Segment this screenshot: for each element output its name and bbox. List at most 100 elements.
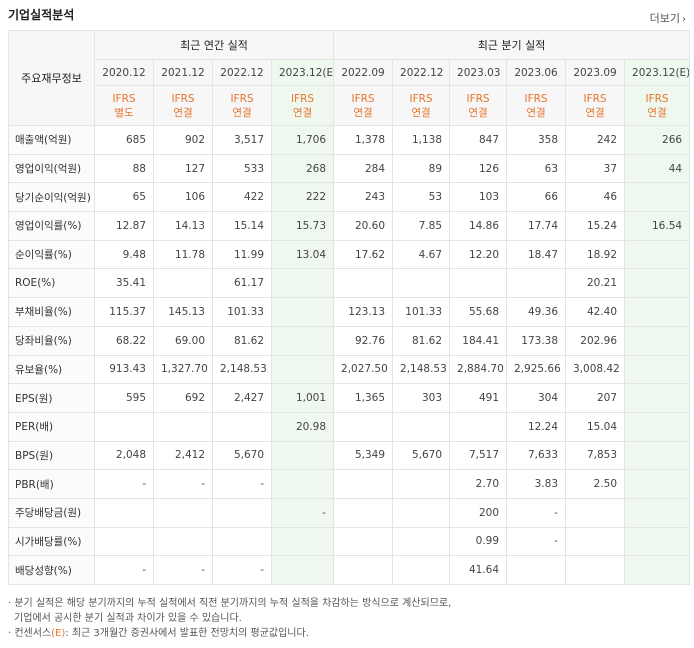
table-cell: 17.74 — [506, 211, 567, 241]
consolidation-label: 연결 — [411, 106, 431, 119]
table-cell: 92.76 — [333, 325, 394, 356]
table-cell: 692 — [153, 383, 213, 413]
row-label: 순이익률(%) — [8, 239, 95, 270]
table-cell: - — [270, 497, 335, 528]
period-header: 2020.12 — [94, 59, 154, 86]
table-cell — [270, 325, 335, 356]
table-cell: 284 — [333, 153, 394, 184]
accounting-standard-header: IFRS 연결 — [565, 85, 626, 126]
financial-table: 주요재무정보 최근 연간 실적 최근 분기 실적 2020.12 2021.12 2… — [8, 30, 691, 585]
table-row: 배당성향(%) - - -41.64 — [8, 555, 691, 585]
more-link[interactable]: 더보기 › — [650, 10, 686, 26]
table-cell — [270, 440, 335, 471]
footnote-quarter-calc-cont: 기업에서 공시한 분기 실적과 차이가 있을 수 있습니다. — [14, 613, 242, 624]
period-header: 2022.09 — [333, 59, 394, 86]
accounting-standard-header: IFRS 연결 — [333, 85, 394, 126]
consolidation-label: 연결 — [173, 106, 193, 119]
period-header: 2023.12(E) — [270, 59, 335, 86]
table-cell — [624, 354, 691, 385]
table-cell: 18.92 — [565, 239, 626, 270]
table-cell: 89 — [392, 153, 451, 184]
accounting-standard-header: IFRS 별도 — [94, 85, 154, 126]
row-label: 당기순이익(억원) — [8, 182, 95, 213]
table-cell: 15.73 — [270, 211, 335, 241]
table-cell: - — [212, 555, 272, 585]
table-cell: 115.37 — [94, 297, 154, 327]
table-cell — [392, 526, 451, 557]
table-cell: 2.70 — [449, 469, 508, 499]
standard-label: IFRS — [524, 92, 548, 105]
table-cell — [624, 497, 691, 528]
table-cell: - — [153, 555, 213, 585]
table-cell: 15.24 — [565, 211, 626, 241]
table-row: 부채비율(%) 115.37 145.13 101.33 123.13 101.33 55.… — [8, 297, 691, 327]
table-cell — [624, 469, 691, 499]
period-header: 2023.09 — [565, 59, 626, 86]
table-cell: - — [153, 469, 213, 499]
table-cell — [506, 268, 567, 299]
table-cell: 66 — [506, 182, 567, 213]
consolidation-label: 연결 — [353, 106, 373, 119]
table-cell: 5,349 — [333, 440, 394, 471]
accounting-standard-header: IFRS 연결 — [212, 85, 272, 126]
table-row: 유보율(%) 913.43 1,327.70 2,148.53 2,027.50 2,14… — [8, 354, 691, 385]
footnotes: · 분기 실적은 해당 분기까지의 누적 실적에서 직전 분기까지의 누적 실적… — [8, 596, 451, 641]
table-cell: 49.36 — [506, 297, 567, 327]
accounting-standard-header: IFRS 연결 — [449, 85, 508, 126]
table-cell: 184.41 — [449, 325, 508, 356]
table-cell — [565, 497, 626, 528]
table-cell: 595 — [94, 383, 154, 413]
row-label: BPS(원) — [8, 440, 95, 471]
table-cell: 266 — [624, 125, 691, 155]
table-cell — [153, 526, 213, 557]
table-cell — [392, 497, 451, 528]
table-cell: 533 — [212, 153, 272, 184]
table-cell: 2.50 — [565, 469, 626, 499]
table-cell: 61.17 — [212, 268, 272, 299]
standard-label: IFRS — [290, 92, 315, 105]
table-cell — [565, 555, 626, 585]
table-cell: 20.60 — [333, 211, 394, 241]
table-cell — [333, 469, 394, 499]
table-cell: 1,327.70 — [153, 354, 213, 385]
table-cell: 4.67 — [392, 239, 451, 270]
table-cell — [270, 526, 335, 557]
table-cell: 303 — [392, 383, 451, 413]
table-cell: 55.68 — [449, 297, 508, 327]
table-cell — [94, 497, 154, 528]
table-cell: 12.24 — [506, 411, 567, 442]
table-cell — [270, 297, 335, 327]
standard-label: IFRS — [171, 92, 195, 105]
table-row: PBR(배) - - -2.70 3.83 2.50 — [8, 469, 691, 499]
table-cell: 15.14 — [212, 211, 272, 241]
footnote-consensus: · 컨센서스(E): 최근 3개월간 증권사에서 발표한 전망치의 평균값입니다… — [8, 626, 451, 641]
table-cell: 53 — [392, 182, 451, 213]
table-cell: 7.85 — [392, 211, 451, 241]
table-cell: 2,148.53 — [392, 354, 451, 385]
table-cell — [212, 497, 272, 528]
table-cell: - — [94, 469, 154, 499]
accounting-standard-header: IFRS 연결 — [153, 85, 213, 126]
table-row: EPS(원) 595 692 2,427 1,001 1,365 303 491 304 207 — [8, 383, 691, 413]
consolidation-label: 연결 — [232, 106, 252, 119]
standard-label: IFRS — [351, 92, 375, 105]
consolidation-label: 연결 — [585, 106, 605, 119]
table-cell: 42.40 — [565, 297, 626, 327]
table-cell: 1,001 — [270, 383, 335, 413]
consolidation-label: 연결 — [526, 106, 546, 119]
standard-label: IFRS — [645, 92, 669, 105]
accounting-standard-header: IFRS 연결 — [392, 85, 451, 126]
footnote-quarter-calc: · 분기 실적은 해당 분기까지의 누적 실적에서 직전 분기까지의 누적 실적… — [8, 598, 452, 609]
period-header: 2023.03 — [449, 59, 508, 86]
table-row: 당기순이익(억원) 65 106 422 222 243 53 103 66 46 — [8, 182, 691, 213]
table-cell: 173.38 — [506, 325, 567, 356]
row-label: PBR(배) — [8, 469, 95, 499]
accounting-standard-header: IFRS 연결 — [506, 85, 567, 126]
standard-label: IFRS — [230, 92, 254, 105]
table-cell: 145.13 — [153, 297, 213, 327]
table-cell — [449, 268, 508, 299]
table-cell: 20.21 — [565, 268, 626, 299]
table-cell: 2,048 — [94, 440, 154, 471]
table-cell: 9.48 — [94, 239, 154, 270]
row-label: ROE(%) — [8, 268, 95, 299]
